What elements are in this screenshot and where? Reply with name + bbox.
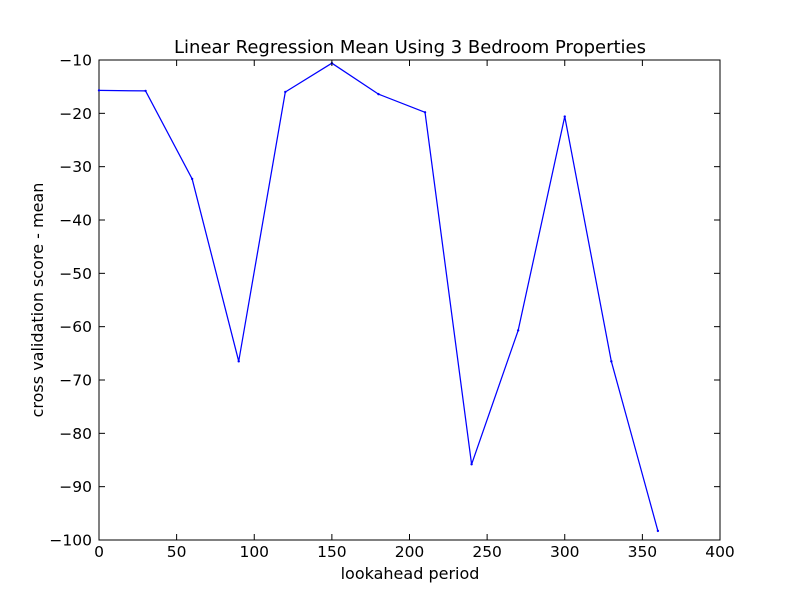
- data-point: [144, 89, 147, 93]
- data-point: [377, 92, 380, 96]
- data-point: [516, 329, 520, 332]
- y-tick-label: −20: [59, 105, 92, 123]
- data-point: [610, 360, 613, 363]
- data-point: [237, 360, 240, 363]
- data-point: [470, 463, 473, 466]
- data-point: [190, 177, 194, 181]
- x-tick-label: 0: [94, 543, 104, 561]
- y-tick-label: −70: [59, 372, 92, 390]
- data-point: [423, 111, 427, 114]
- x-axis-label: lookahead period: [341, 564, 480, 583]
- y-tick-label: −10: [59, 52, 92, 70]
- x-tick-label: 150: [317, 543, 347, 561]
- x-tick-label: 50: [167, 543, 187, 561]
- y-tick-label: −100: [49, 532, 92, 550]
- data-point: [563, 115, 566, 118]
- x-tick-label: 200: [395, 543, 425, 561]
- y-tick-label: −30: [59, 158, 92, 176]
- plot-frame: [98, 59, 721, 541]
- y-axis-label: cross validation score - mean: [28, 183, 47, 418]
- chart-title: Linear Regression Mean Using 3 Bedroom P…: [174, 37, 646, 58]
- data-point: [97, 89, 101, 92]
- x-tick-label: 250: [472, 543, 502, 561]
- plot-area: 0 50 100 150 200 250 300 350 400 −10 −20 −30 −40 −50 −…: [49, 52, 734, 562]
- x-tick-label: 400: [705, 543, 735, 561]
- data-point: [656, 529, 660, 533]
- y-tick-label: −80: [59, 425, 92, 443]
- y-tick-label: −90: [59, 478, 92, 496]
- y-tick-label: −40: [59, 212, 92, 230]
- data-point: [284, 90, 287, 94]
- x-tick-label: 100: [239, 543, 269, 561]
- y-tick-label: −60: [59, 318, 92, 336]
- x-tick-label: 350: [628, 543, 658, 561]
- x-tick-label: 300: [550, 543, 580, 561]
- y-tick-label: −50: [59, 265, 92, 283]
